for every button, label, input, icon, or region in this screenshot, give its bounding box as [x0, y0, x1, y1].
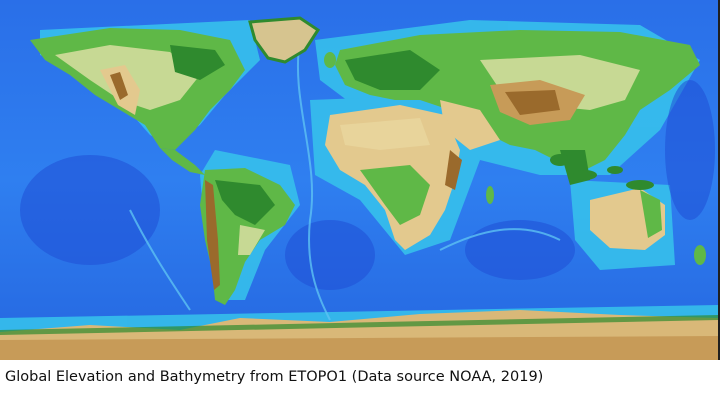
south-america	[200, 168, 295, 305]
se-asia-islands	[550, 154, 654, 190]
deep-ocean-basins	[20, 80, 715, 290]
north-america	[30, 28, 245, 175]
world-relief-map	[0, 0, 718, 360]
map-caption: Global Elevation and Bathymetry from ETO…	[5, 369, 544, 385]
eurasia	[335, 30, 700, 185]
antarctica	[0, 310, 718, 360]
australia	[590, 188, 665, 250]
africa	[325, 105, 462, 250]
elevation-map	[0, 0, 720, 360]
mid-ocean-ridges	[129, 39, 561, 321]
islands	[324, 52, 706, 265]
greenland	[248, 16, 321, 64]
